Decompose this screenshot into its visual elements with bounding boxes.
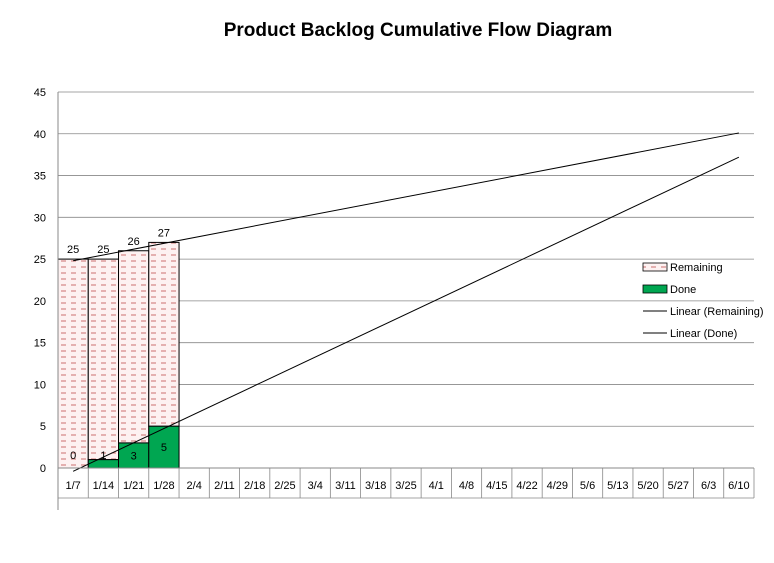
legend-label: Done xyxy=(670,284,696,296)
remaining-data-label: 25 xyxy=(67,244,79,256)
x-tick-label: 5/20 xyxy=(637,480,658,492)
bars xyxy=(57,241,180,469)
x-tick-label: 3/11 xyxy=(335,480,356,492)
legend: Remaining Done Linear (Remaining) Linear (D… xyxy=(642,262,764,340)
done-data-label: 3 xyxy=(131,450,137,462)
remaining-data-label: 25 xyxy=(97,244,109,256)
y-tick-label: 5 xyxy=(40,421,46,433)
x-tick-label: 5/27 xyxy=(668,480,689,492)
trendline xyxy=(73,132,739,262)
legend-label: Linear (Done) xyxy=(670,328,737,340)
legend-label: Linear (Remaining) xyxy=(670,306,764,318)
y-tick-label: 25 xyxy=(34,254,46,266)
x-tick-label: 4/8 xyxy=(459,480,474,492)
x-tick-label: 1/7 xyxy=(65,480,80,492)
y-tick-label: 15 xyxy=(34,338,46,350)
y-tick-label: 45 xyxy=(34,87,46,99)
x-tick-label: 3/18 xyxy=(365,480,386,492)
trendlines xyxy=(72,132,740,472)
remaining-data-label: 27 xyxy=(158,227,170,239)
x-tick-label: 6/3 xyxy=(701,480,716,492)
done-data-label: 0 xyxy=(70,450,76,462)
done-data-label: 5 xyxy=(161,442,167,454)
x-tick-label: 1/21 xyxy=(123,480,144,492)
x-tick-label: 1/14 xyxy=(93,480,114,492)
x-tick-label: 4/29 xyxy=(547,480,568,492)
x-tick-label: 1/28 xyxy=(153,480,174,492)
legend-swatch-done xyxy=(642,284,668,294)
x-tick-label: 4/15 xyxy=(486,480,507,492)
y-tick-label: 20 xyxy=(34,296,46,308)
x-tick-label: 4/1 xyxy=(429,480,444,492)
data-labels: 25 25 26 27 0 1 3 5 xyxy=(67,227,170,462)
chart-title: Product Backlog Cumulative Flow Diagram xyxy=(223,20,613,41)
gridlines xyxy=(58,91,754,427)
trendline xyxy=(72,156,740,472)
bar-remaining xyxy=(118,250,150,444)
x-tick-label: 2/25 xyxy=(274,480,295,492)
x-tick-label: 5/13 xyxy=(607,480,628,492)
y-tick-label: 0 xyxy=(40,463,46,475)
x-tick-label: 2/4 xyxy=(187,480,202,492)
done-data-label: 1 xyxy=(100,450,106,462)
x-tick-label: 4/22 xyxy=(516,480,537,492)
x-tick-label: 5/6 xyxy=(580,480,595,492)
y-tick-label: 40 xyxy=(34,129,46,141)
x-tick-label: 3/25 xyxy=(395,480,416,492)
legend-swatch-remaining xyxy=(642,262,668,272)
bar-remaining xyxy=(87,258,120,461)
remaining-data-label: 26 xyxy=(128,236,140,248)
bar-remaining xyxy=(57,258,89,469)
legend-label: Remaining xyxy=(670,262,723,274)
bar-remaining xyxy=(148,241,180,427)
x-tick-label: 6/10 xyxy=(728,480,749,492)
x-tick-label: 2/11 xyxy=(214,480,235,492)
y-tick-label: 35 xyxy=(34,171,46,183)
x-tick-label: 2/18 xyxy=(244,480,265,492)
x-tick-label: 3/4 xyxy=(308,480,323,492)
y-tick-label: 30 xyxy=(34,212,46,224)
y-tick-label: 10 xyxy=(34,379,46,391)
